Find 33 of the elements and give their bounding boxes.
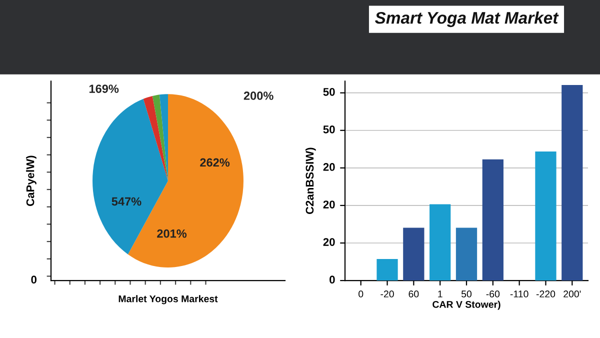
text: 0 (31, 276, 37, 284)
x-axis-title: CAR V Stower) (432, 300, 500, 310)
x-tick-label: -20 (380, 290, 394, 298)
text: 20 (323, 163, 335, 171)
text: 50 (323, 126, 335, 134)
text: 0 (330, 276, 335, 284)
text: 262% (200, 158, 230, 167)
bar (482, 159, 504, 281)
bar (456, 228, 478, 281)
x-tick-label: -60 (486, 290, 500, 298)
text: 50 (323, 88, 335, 96)
bar (376, 259, 398, 281)
x-tick-label: 0 (358, 290, 364, 298)
chart-title: Smart Yoga Mat Market (375, 12, 559, 28)
text: 547% (112, 197, 142, 206)
text: Marlet Yogos Markest (118, 295, 218, 304)
bar (562, 85, 583, 281)
text: 20 (323, 200, 335, 208)
x-tick-label: 1 (438, 290, 442, 298)
y-axis-title: C2anBSSIW) (305, 148, 316, 214)
x-tick-label: 50 (461, 290, 472, 298)
bar (430, 204, 451, 281)
text: CaPyelW) (26, 156, 36, 206)
text: 201% (157, 229, 187, 238)
x-tick-label: -220 (536, 290, 556, 298)
x-tick-label: 60 (408, 290, 419, 298)
x-tick-label: -110 (510, 290, 528, 298)
x-tick-label: 200' (564, 290, 581, 298)
text: 20 (323, 238, 335, 246)
text: 169% (89, 84, 119, 93)
bar (535, 152, 556, 281)
bar (403, 228, 424, 281)
text: 200% (244, 92, 274, 100)
